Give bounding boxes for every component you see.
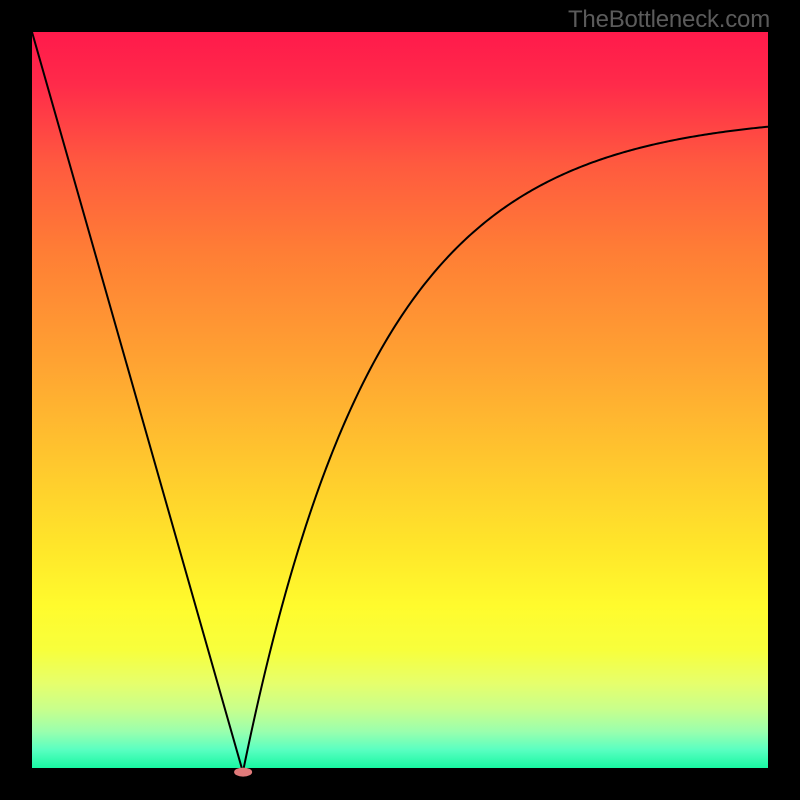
vertex-marker xyxy=(234,768,252,777)
gradient-background xyxy=(32,32,768,768)
plot-frame xyxy=(30,30,770,770)
